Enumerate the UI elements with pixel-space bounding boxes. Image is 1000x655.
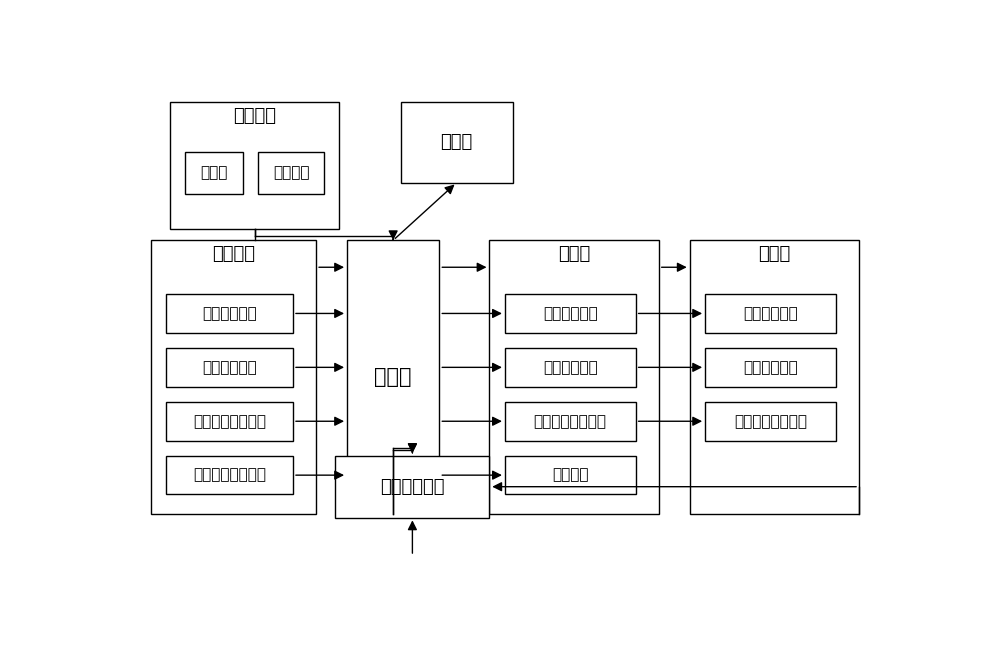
Text: 蓄电池: 蓄电池 xyxy=(200,166,228,180)
Text: 刷脸验证模块: 刷脸验证模块 xyxy=(743,306,798,321)
Bar xyxy=(335,456,489,517)
Text: 校验模块: 校验模块 xyxy=(552,468,588,483)
Text: 身份验证模块: 身份验证模块 xyxy=(543,306,598,321)
Bar xyxy=(505,294,636,333)
Text: 市电电网: 市电电网 xyxy=(273,166,309,180)
Bar xyxy=(505,402,636,441)
Text: 密码输入按键: 密码输入按键 xyxy=(202,360,257,375)
Bar xyxy=(151,240,316,514)
Bar xyxy=(166,456,293,495)
Bar xyxy=(166,348,293,386)
Text: 密码验证模块: 密码验证模块 xyxy=(543,360,598,375)
Bar xyxy=(690,240,859,514)
Text: 声音验证模块: 声音验证模块 xyxy=(743,360,798,375)
Text: 显示器: 显示器 xyxy=(441,133,473,151)
Text: 电源模块: 电源模块 xyxy=(233,107,276,124)
Bar xyxy=(166,294,293,333)
Text: 交易金额验证模块: 交易金额验证模块 xyxy=(734,414,807,429)
Bar xyxy=(705,294,836,333)
Bar xyxy=(505,456,636,495)
Bar xyxy=(705,348,836,386)
Bar xyxy=(258,152,324,194)
Bar xyxy=(489,240,659,514)
Text: 交易金额输入按键: 交易金额输入按键 xyxy=(193,414,266,429)
Bar xyxy=(505,348,636,386)
Bar xyxy=(347,240,439,514)
Bar xyxy=(185,152,243,194)
Text: 再次确定输入按键: 再次确定输入按键 xyxy=(193,468,266,483)
Bar xyxy=(170,102,339,229)
Text: 移动端: 移动端 xyxy=(758,245,790,263)
Bar xyxy=(166,402,293,441)
Text: 数据库: 数据库 xyxy=(558,245,590,263)
Text: 按键模块: 按键模块 xyxy=(212,245,255,263)
Text: 处理器: 处理器 xyxy=(374,367,412,387)
Text: 交易金额调取模块: 交易金额调取模块 xyxy=(534,414,607,429)
Bar xyxy=(401,102,512,183)
Text: 订单生成模块: 订单生成模块 xyxy=(380,477,445,496)
Bar xyxy=(705,402,836,441)
Text: 账户输入按键: 账户输入按键 xyxy=(202,306,257,321)
